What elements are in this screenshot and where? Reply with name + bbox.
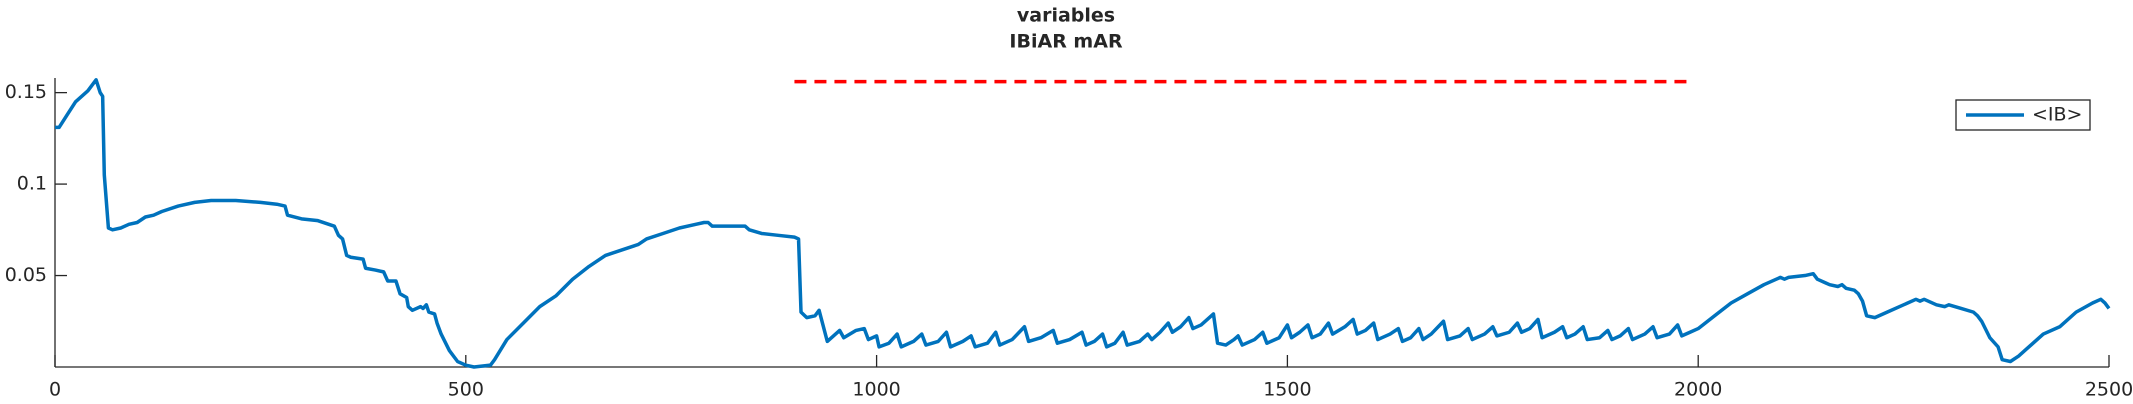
x-tick-label: 2500 bbox=[2085, 379, 2133, 401]
chart-title: variables bbox=[1017, 5, 1115, 27]
chart-subtitle: IBiAR mAR bbox=[1009, 31, 1123, 53]
x-tick-label: 0 bbox=[49, 379, 61, 401]
x-tick-label: 1500 bbox=[1263, 379, 1311, 401]
x-tick-label: 2000 bbox=[1674, 379, 1722, 401]
y-tick-label: 0.05 bbox=[5, 264, 47, 286]
y-tick-label: 0.1 bbox=[17, 173, 47, 195]
data-line bbox=[55, 78, 2111, 369]
x-tick-label: 1000 bbox=[852, 379, 900, 401]
legend-label: <IB> bbox=[2032, 104, 2082, 126]
x-tick-label: 500 bbox=[448, 379, 484, 401]
y-tick-label: 0.15 bbox=[5, 81, 47, 103]
